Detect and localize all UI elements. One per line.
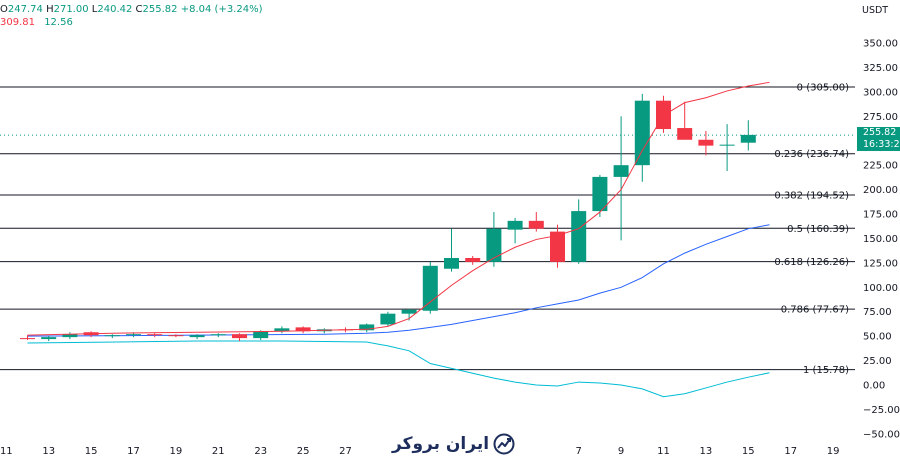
x-axis-tick-label: 9 [618, 446, 624, 457]
candle-body[interactable] [613, 165, 629, 177]
y-axis-tick-label: 150.00 [863, 234, 898, 245]
indicator-ma-value: 309.81 [0, 17, 35, 28]
x-axis-tick-label: 17 [127, 446, 140, 457]
x-axis-tick-label: 23 [254, 446, 267, 457]
slow-ma-line [27, 224, 770, 337]
fib-level-label: 0.786 (77.67) [781, 305, 849, 316]
x-axis-tick-label: 21 [212, 446, 225, 457]
y-axis-tick-label: 50.00 [863, 332, 892, 343]
fib-level-label: 0.236 (236.74) [774, 149, 849, 160]
change-value: +8.04 (+3.24%) [180, 4, 263, 15]
fib-level-label: 1 (15.78) [803, 365, 849, 376]
candle-body[interactable] [422, 265, 438, 311]
y-axis-tick-label: 25.00 [863, 356, 892, 367]
low-label: L [91, 4, 98, 15]
x-axis-tick-label: 15 [85, 446, 98, 457]
x-axis-tick-label: 27 [339, 446, 352, 457]
candle-body[interactable] [592, 176, 608, 212]
watermark-logo: ایران بروکر [392, 432, 515, 456]
candle-body[interactable] [210, 334, 226, 336]
x-axis-tick-label: 7 [576, 446, 582, 457]
y-axis-tick-label: 300.00 [863, 87, 898, 98]
watermark-text: ایران بروکر [392, 434, 490, 454]
candle-body[interactable] [20, 338, 35, 340]
candle-body[interactable] [380, 313, 396, 325]
fib-level-label: 0.618 (126.26) [774, 257, 849, 268]
candle-body[interactable] [677, 128, 693, 140]
open-value: 247.74 [7, 4, 43, 15]
trend-chart-icon [493, 433, 515, 455]
last-price-tag: 255.82 16:33:26 [857, 127, 900, 151]
fib-level-label: 0.382 (194.52) [774, 190, 849, 201]
candle-body[interactable] [698, 139, 714, 146]
fib-level-label: 0.5 (160.39) [787, 224, 849, 235]
x-axis-tick-label: 19 [827, 446, 840, 457]
high-value: 271.00 [53, 4, 89, 15]
y-axis-tick-label: 75.00 [863, 307, 892, 318]
ohlc-legend: O247.74 H271.00 L240.42 C255.82 +8.04 (+… [0, 3, 263, 16]
candle-body[interactable] [41, 337, 57, 340]
candle-body[interactable] [359, 324, 375, 331]
candle-body[interactable] [465, 257, 481, 262]
y-axis-tick-label: 275.00 [863, 112, 898, 123]
candle-body[interactable] [295, 327, 311, 332]
y-axis-tick-label: 125.00 [863, 258, 898, 269]
y-axis-tick-label: 100.00 [863, 283, 898, 294]
candle-body[interactable] [189, 335, 205, 338]
candle-body[interactable] [147, 334, 163, 336]
x-axis-tick-label: 25 [297, 446, 310, 457]
close-label: C [135, 4, 143, 15]
candle-body[interactable] [232, 334, 247, 339]
x-axis-tick-label: 19 [170, 446, 183, 457]
x-axis-tick-label: 17 [784, 446, 797, 457]
y-axis-tick-label: 225.00 [863, 161, 898, 172]
candle-body[interactable] [719, 144, 735, 146]
candle-countdown: 16:33:26 [863, 138, 900, 150]
x-axis-tick-label: 13 [700, 446, 713, 457]
oscillator-line [27, 340, 770, 398]
y-axis-tick-label: −25.00 [863, 405, 900, 416]
candle-body[interactable] [528, 220, 544, 229]
candle-body[interactable] [104, 335, 120, 337]
candle-body[interactable] [550, 231, 565, 262]
indicator-legend: 309.81 12.56 [0, 16, 73, 29]
y-axis-tick-label: 175.00 [863, 210, 898, 221]
fib-level-label: 0 (305.00) [797, 83, 849, 94]
x-axis-tick-label: 13 [42, 446, 55, 457]
fast-ma-line [27, 81, 770, 336]
open-label: O [0, 4, 8, 15]
candle-body[interactable] [740, 134, 756, 143]
candle-body[interactable] [634, 100, 650, 166]
y-axis-tick-label: 325.00 [863, 63, 898, 74]
candle-body[interactable] [401, 309, 417, 314]
candle-body[interactable] [444, 257, 459, 269]
currency-label: USDT [862, 5, 889, 16]
indicator-osc-value: 12.56 [44, 17, 73, 28]
x-axis-tick-label: 15 [742, 446, 755, 457]
candle-body[interactable] [62, 334, 78, 338]
y-axis-tick-label: 200.00 [863, 185, 898, 196]
candle-body[interactable] [126, 334, 141, 336]
y-axis-tick-label: 350.00 [863, 39, 898, 50]
x-axis-tick-label: 11 [657, 446, 670, 457]
candle-body[interactable] [571, 211, 587, 262]
candle-body[interactable] [253, 331, 269, 339]
candle-body[interactable] [274, 328, 290, 332]
candle-body[interactable] [486, 228, 502, 262]
last-price-value: 255.82 [863, 127, 897, 138]
candle-body[interactable] [168, 335, 184, 337]
candle-body[interactable] [507, 220, 523, 230]
y-axis-tick-label: 0.00 [863, 381, 885, 392]
y-axis-tick-label: −50.00 [863, 429, 900, 440]
high-label: H [46, 4, 54, 15]
x-axis-tick-label: 11 [0, 446, 13, 457]
low-value: 240.42 [97, 4, 133, 15]
close-value: 255.82 [142, 4, 178, 15]
